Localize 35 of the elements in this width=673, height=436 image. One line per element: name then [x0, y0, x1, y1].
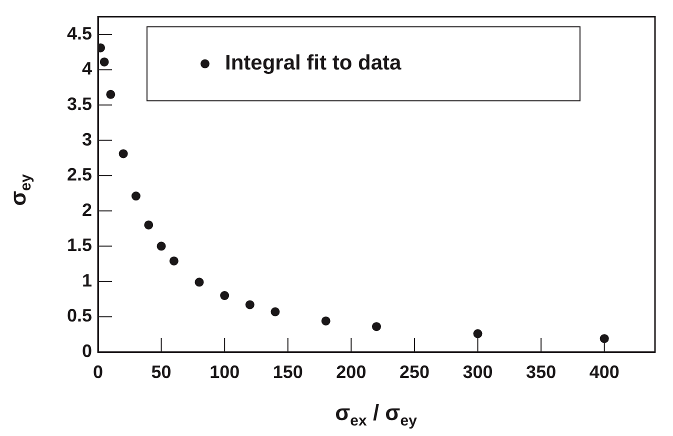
- x-tick-label: 350: [526, 362, 556, 382]
- point: [106, 90, 116, 99]
- legend-label: Integral fit to data: [225, 52, 402, 75]
- x-tick-label: 100: [210, 362, 240, 382]
- point: [270, 307, 280, 316]
- point: [169, 256, 178, 266]
- y-tick-label: 0.5: [66, 306, 92, 326]
- x-tick-label: 150: [272, 362, 303, 382]
- x-tick-label: 250: [399, 362, 430, 382]
- y-tick-label: 3: [82, 129, 92, 150]
- x-axis-title: σ$_{ex}$ / σ$_{ey}$: [335, 400, 417, 430]
- point: [100, 57, 109, 66]
- y-tick-label: 3.5: [66, 94, 92, 114]
- point: [473, 329, 482, 338]
- point: [144, 220, 154, 230]
- y-tick-label: 0: [82, 340, 92, 361]
- point: [220, 291, 230, 300]
- point: [156, 242, 166, 251]
- y-tick-label: 4.5: [66, 23, 92, 44]
- y-tick-label: 1.5: [66, 235, 92, 256]
- point: [372, 322, 381, 332]
- y-tick-label: 4: [82, 58, 92, 79]
- point: [321, 316, 330, 326]
- point: [131, 192, 140, 201]
- x-tick-label: 50: [151, 362, 172, 382]
- y-tick-label: 2: [82, 200, 92, 220]
- point: [118, 149, 128, 158]
- y-tick-label: 1: [82, 270, 92, 290]
- point: [194, 278, 204, 287]
- y-tick-label: 2.5: [66, 164, 92, 185]
- x-tick-label: 300: [462, 362, 493, 382]
- point: [245, 300, 254, 310]
- point: [600, 334, 609, 344]
- x-tick-label: 400: [589, 362, 620, 382]
- x-tick-label: 200: [336, 362, 366, 382]
